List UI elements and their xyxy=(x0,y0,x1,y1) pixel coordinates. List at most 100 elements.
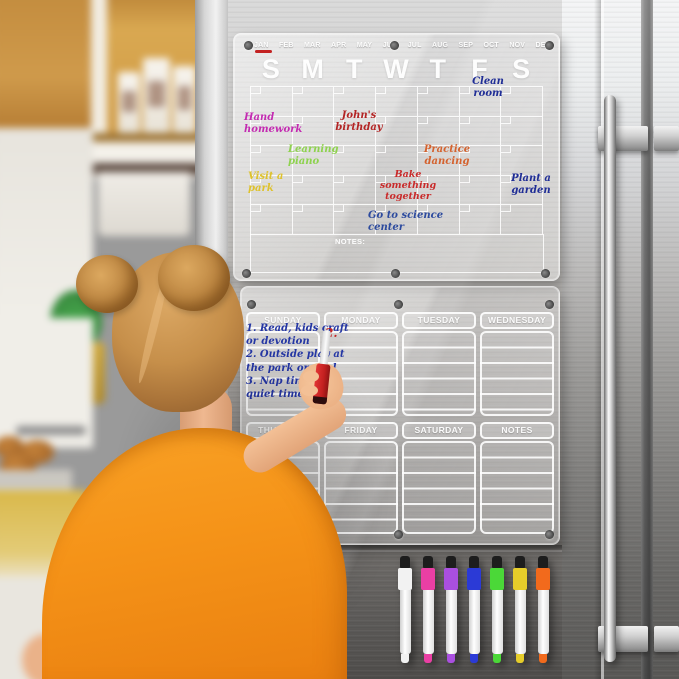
bread xyxy=(0,436,24,458)
month-label: JAN xyxy=(254,41,269,49)
wood-cabinet xyxy=(0,0,95,132)
pen-tip xyxy=(470,654,478,663)
section-header: MONDAY xyxy=(324,312,398,329)
weekday-initials-row: S M T W T F S xyxy=(250,53,542,86)
pen-cap xyxy=(515,556,525,568)
magnet-dot xyxy=(242,269,251,278)
magnet-dot xyxy=(244,41,253,50)
entry-line: dancing xyxy=(424,156,470,167)
calendar-cell xyxy=(334,87,377,117)
entry-line: Plant a xyxy=(511,173,551,184)
calendar-entry-science-center: Go to science center xyxy=(368,210,456,234)
calendar-cell xyxy=(251,175,293,206)
pen-tip xyxy=(493,654,501,663)
marker-blue[interactable] xyxy=(467,556,481,666)
entry-line: garden xyxy=(511,185,551,196)
pen-color-ring xyxy=(536,568,550,590)
marker-yellow[interactable] xyxy=(513,556,527,666)
pen-body xyxy=(491,590,503,654)
pen-body xyxy=(514,590,526,654)
shelf-edge xyxy=(92,133,210,142)
marker-white[interactable] xyxy=(398,556,412,666)
pen-tip xyxy=(539,654,547,663)
girl-finger xyxy=(303,371,319,382)
fridge-handle[interactable] xyxy=(604,95,616,662)
section-header: WEDNESDAY xyxy=(480,312,554,329)
marker-green[interactable] xyxy=(490,556,504,666)
kitchen-background xyxy=(0,0,210,679)
month-label: FEB xyxy=(279,41,294,49)
calendar-entry-learning-piano: Learning piano xyxy=(288,144,352,168)
pen-body xyxy=(399,590,411,654)
sunday-handwritten-list: 1. Read, kids craft or devotion 2. Outsi… xyxy=(246,322,349,401)
canister xyxy=(173,66,196,134)
pen-color-ring xyxy=(421,568,435,590)
calendar-cell xyxy=(417,205,460,235)
section-notes: NOTES xyxy=(480,422,554,534)
section-header: SATURDAY xyxy=(402,422,476,439)
entry-line: 1. Read, kids craft xyxy=(246,323,349,334)
hair-bun-right xyxy=(158,245,230,311)
calendar-cell xyxy=(376,87,418,117)
magnet-dot xyxy=(390,41,399,50)
pen-tip xyxy=(447,654,455,663)
calendar-grid xyxy=(250,86,543,235)
pen-color-ring xyxy=(513,568,527,590)
month-label: OCT xyxy=(483,41,499,49)
month-label: JUN xyxy=(383,42,398,49)
canister xyxy=(118,72,140,134)
magnet-dot xyxy=(247,300,256,309)
entry-line: Practice xyxy=(423,144,471,155)
notes-row: NOTES: xyxy=(250,234,544,273)
magnet-dot xyxy=(394,300,403,309)
magnet-dot xyxy=(545,41,554,50)
french-door-gap xyxy=(641,0,653,679)
marker-purple[interactable] xyxy=(444,556,458,666)
calendar-cell xyxy=(459,116,502,147)
calendar-cell xyxy=(251,87,293,117)
calendar-entry-hand-homework: Hand homework xyxy=(244,112,310,136)
weekly-sections-grid: SUNDAY MONDAY TUESDAY WEDNESDAY THURSDAY… xyxy=(246,312,554,536)
marker-orange[interactable] xyxy=(536,556,550,666)
calendar-entry-practice-dancing: Practice dancing xyxy=(416,144,478,168)
handle-bracket xyxy=(654,626,679,652)
pen-cap xyxy=(400,556,410,568)
marker-pink[interactable] xyxy=(421,556,435,666)
entry-line: the park or pool xyxy=(246,362,336,375)
magnet-dot xyxy=(394,530,403,539)
calendar-cell xyxy=(292,87,335,117)
kitchen-blur-layer xyxy=(0,0,210,679)
calendar-entry-clean-room: Clean room xyxy=(456,76,520,100)
section-header: SUNDAY xyxy=(246,312,320,329)
calendar-cell xyxy=(501,146,543,176)
calendar-entry-visit-a-park: Visit a park xyxy=(248,171,302,195)
entry-line: Go to science xyxy=(368,210,444,221)
section-lines xyxy=(480,331,554,416)
weekday-initial: T xyxy=(429,54,446,84)
section-lines xyxy=(402,441,476,534)
fridge-right-doors xyxy=(562,0,679,679)
weekday-initial: T xyxy=(346,54,363,84)
entry-line: Clean xyxy=(472,76,504,87)
pen-color-ring xyxy=(398,568,412,590)
section-saturday: SATURDAY xyxy=(402,422,476,534)
pen-cap xyxy=(538,556,548,568)
pen-body xyxy=(537,590,549,654)
entry-line: park xyxy=(248,183,274,194)
calendar-cell xyxy=(334,175,377,206)
entry-line: something xyxy=(379,179,437,191)
notes-label: NOTES: xyxy=(335,237,366,246)
pen-color-ring xyxy=(444,568,458,590)
entry-line: Visit a xyxy=(248,171,284,182)
section-header: NOTES xyxy=(480,422,554,439)
weekday-initial: M xyxy=(301,54,324,84)
monthly-calendar-board: JAN FEB MAR APR MAY JUN JUL AUG SEP OCT … xyxy=(233,33,560,281)
calendar-cell xyxy=(292,205,335,235)
pen-color-ring xyxy=(467,568,481,590)
month-label: JUL xyxy=(407,41,422,49)
pen-tip xyxy=(516,654,524,663)
calendar-cell xyxy=(417,146,460,176)
calendar-cell xyxy=(417,175,460,206)
active-month-underline xyxy=(255,50,272,53)
calendar-entry-bake-something: Bake something together xyxy=(376,169,440,203)
